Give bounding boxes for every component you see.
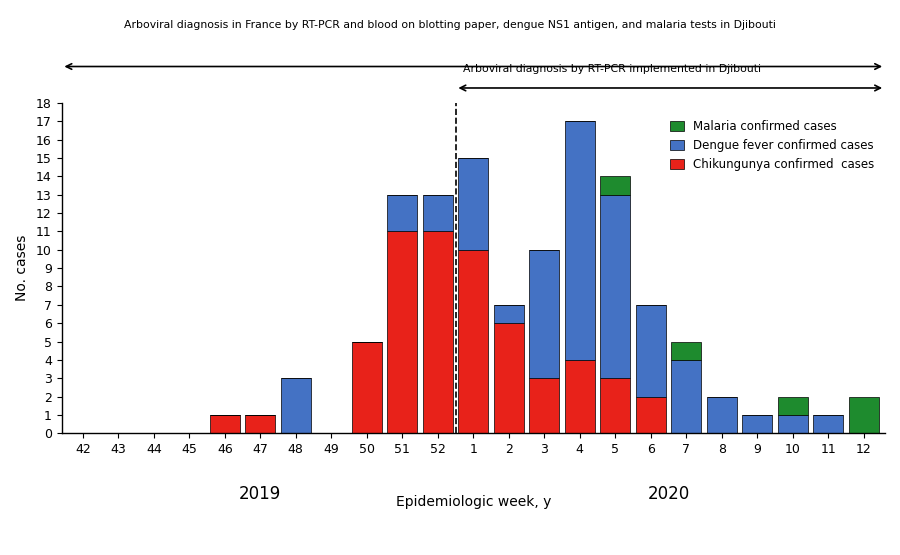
- Bar: [600, 379, 630, 433]
- Bar: [458, 158, 489, 250]
- Bar: [387, 195, 418, 231]
- Bar: [387, 231, 418, 433]
- Bar: [458, 250, 489, 433]
- Bar: [352, 341, 382, 433]
- Bar: [778, 415, 808, 433]
- Bar: [635, 305, 666, 397]
- Text: Arboviral diagnosis in France by RT-PCR and blood on blotting paper, dengue NS1 : Arboviral diagnosis in France by RT-PCR …: [124, 20, 776, 30]
- Bar: [671, 341, 701, 360]
- Bar: [529, 250, 559, 379]
- Bar: [849, 397, 878, 433]
- Legend: Malaria confirmed cases, Dengue fever confirmed cases, Chikungunya confirmed  ca: Malaria confirmed cases, Dengue fever co…: [665, 115, 879, 175]
- Bar: [564, 121, 595, 360]
- Bar: [778, 397, 808, 415]
- Bar: [281, 379, 310, 433]
- Text: 2020: 2020: [647, 485, 689, 503]
- Bar: [600, 176, 630, 195]
- Bar: [423, 231, 453, 433]
- Bar: [813, 415, 843, 433]
- X-axis label: Epidemiologic week, y: Epidemiologic week, y: [396, 495, 551, 509]
- Bar: [245, 415, 275, 433]
- Bar: [600, 195, 630, 379]
- Bar: [564, 360, 595, 433]
- Bar: [423, 195, 453, 231]
- Bar: [529, 379, 559, 433]
- Text: Arboviral diagnosis by RT-PCR implemented in Djibouti: Arboviral diagnosis by RT-PCR implemente…: [463, 64, 761, 74]
- Bar: [635, 397, 666, 433]
- Text: 2019: 2019: [239, 485, 282, 503]
- Bar: [494, 305, 524, 323]
- Bar: [706, 397, 737, 433]
- Y-axis label: No. cases: No. cases: [15, 235, 29, 301]
- Bar: [494, 323, 524, 433]
- Bar: [742, 415, 772, 433]
- Bar: [210, 415, 240, 433]
- Bar: [671, 360, 701, 433]
